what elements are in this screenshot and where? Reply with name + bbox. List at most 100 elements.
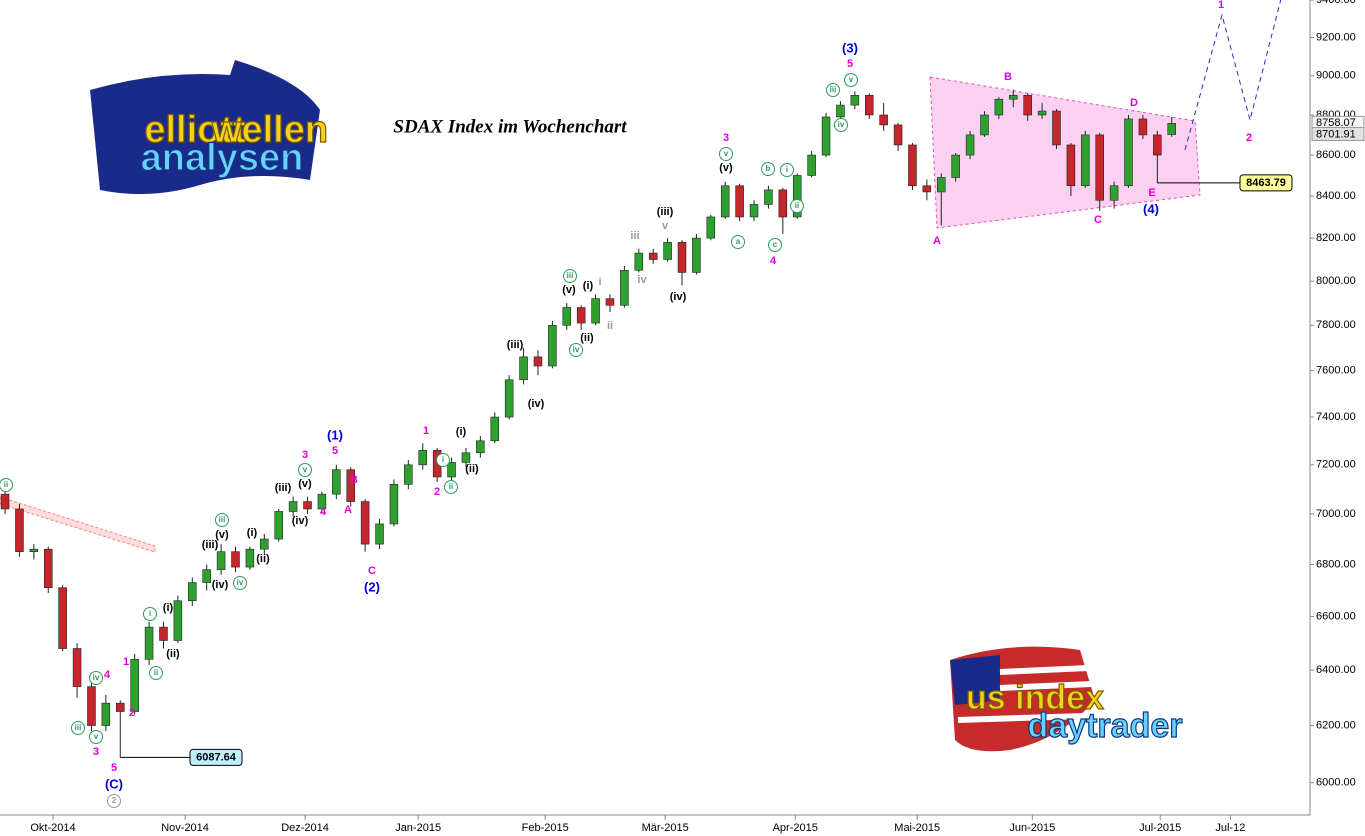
candle-body: [159, 626, 168, 641]
candle-body: [807, 154, 816, 176]
wave-circle: [563, 269, 577, 283]
wave-circle: [149, 666, 163, 680]
candle-body: [202, 569, 211, 583]
logo-text: us index: [966, 679, 1104, 717]
x-tick-label: Mär-2015: [642, 822, 689, 834]
candle-body: [29, 548, 39, 553]
wave-label: (1): [327, 427, 343, 442]
wave-label: A: [344, 504, 352, 516]
candle-body: [922, 185, 932, 193]
candle-body: [648, 252, 658, 260]
y-tick-label: 7600.00: [1316, 364, 1356, 376]
x-tick-label: Nov-2014: [161, 822, 209, 834]
candle-body: [879, 114, 888, 126]
wave-label: C: [1094, 214, 1102, 226]
candle-body: [908, 144, 917, 187]
wave-label: i: [442, 455, 444, 464]
callout-box: [189, 748, 243, 766]
wave-label: (i): [247, 527, 258, 539]
x-tick-label: Apr-2015: [773, 822, 818, 834]
candle-body: [404, 464, 413, 485]
logo-text: analysen: [141, 137, 304, 179]
candle-body: [1153, 134, 1162, 156]
wave-label: B: [350, 474, 358, 486]
candle-body: [634, 252, 644, 271]
y-tick-label: 6800.00: [1316, 558, 1356, 570]
wave-label: i: [598, 276, 601, 288]
candle-body: [389, 484, 399, 525]
y-tick-label: 8400.00: [1316, 190, 1356, 202]
candle-body: [375, 523, 384, 545]
wave-label: (i): [583, 280, 594, 292]
wave-circle: [233, 576, 247, 590]
wave-label: 1: [423, 425, 429, 437]
candle-body: [504, 379, 514, 418]
candle-body: [173, 600, 183, 641]
wave-label: (ii): [166, 648, 180, 660]
candle-body: [620, 269, 629, 306]
wave-circle: [89, 730, 103, 744]
candle-body: [15, 508, 24, 553]
wave-label: iv: [93, 673, 100, 682]
candle-body: [418, 450, 428, 466]
candle-body: [332, 469, 341, 495]
candle-body: [893, 124, 903, 146]
candle-body: [1009, 94, 1018, 100]
candle-body: [937, 177, 946, 193]
wave-label: (iii): [507, 339, 524, 351]
wave-label: v: [724, 149, 729, 158]
wave-label: ii: [449, 482, 453, 491]
wave-circle: [731, 235, 745, 249]
wave-circle: [89, 671, 103, 685]
candle-body: [548, 324, 557, 367]
candle-body: [1081, 134, 1090, 187]
y-tick-label: 8200.00: [1316, 232, 1356, 244]
x-tick-label: Jul-2015: [1139, 822, 1181, 834]
wave-circle: [215, 513, 229, 527]
wave-label: 4: [320, 506, 327, 518]
candle-body: [188, 582, 197, 602]
wave-label: v: [303, 465, 308, 474]
wave-label: (C): [105, 776, 123, 791]
wave-label: 2: [112, 796, 117, 805]
y-tick-label: 8600.00: [1316, 149, 1356, 161]
wave-label: i: [786, 165, 788, 174]
wave-label: (ii): [465, 463, 479, 475]
candle-body: [260, 538, 269, 550]
chart-title: SDAX Index im Wochenchart: [393, 116, 627, 137]
candle-body: [562, 307, 572, 326]
wave-label: i: [149, 609, 151, 618]
candle-body: [735, 185, 744, 218]
x-tick-label: Jul-12: [1215, 822, 1245, 834]
callout-label: 8463.79: [1246, 177, 1286, 189]
wave-circle: [834, 118, 848, 132]
wave-label: iv: [237, 578, 244, 587]
wave-label: 1: [1218, 0, 1224, 11]
wave-label: (v): [562, 284, 576, 296]
candle-body: [533, 356, 543, 367]
wave-label: ii: [4, 480, 8, 489]
candle-body: [101, 702, 111, 726]
candle-body: [1066, 144, 1076, 187]
candle-body: [346, 469, 355, 502]
channel: [0, 496, 156, 553]
y-tick-label: 7400.00: [1316, 411, 1356, 423]
callout-label: 6087.64: [196, 751, 237, 763]
wave-label: (2): [364, 579, 380, 594]
logo-text: wellen: [211, 109, 328, 151]
wave-label: (i): [456, 426, 467, 438]
wave-label: C: [368, 565, 376, 577]
candle-body: [216, 551, 226, 570]
wave-label: B: [1004, 71, 1012, 83]
last-price-box: [1311, 127, 1365, 142]
candle-body: [1124, 118, 1133, 187]
y-tick-label: 6600.00: [1316, 610, 1356, 622]
candle-body: [764, 189, 773, 205]
wave-circle: [719, 147, 733, 161]
wave-label: v: [849, 75, 854, 84]
wave-circle: [768, 238, 782, 252]
candle-body: [447, 462, 456, 478]
wave-label: (ii): [580, 332, 594, 344]
candle-body: [576, 307, 586, 324]
wave-label: iii: [219, 515, 226, 524]
